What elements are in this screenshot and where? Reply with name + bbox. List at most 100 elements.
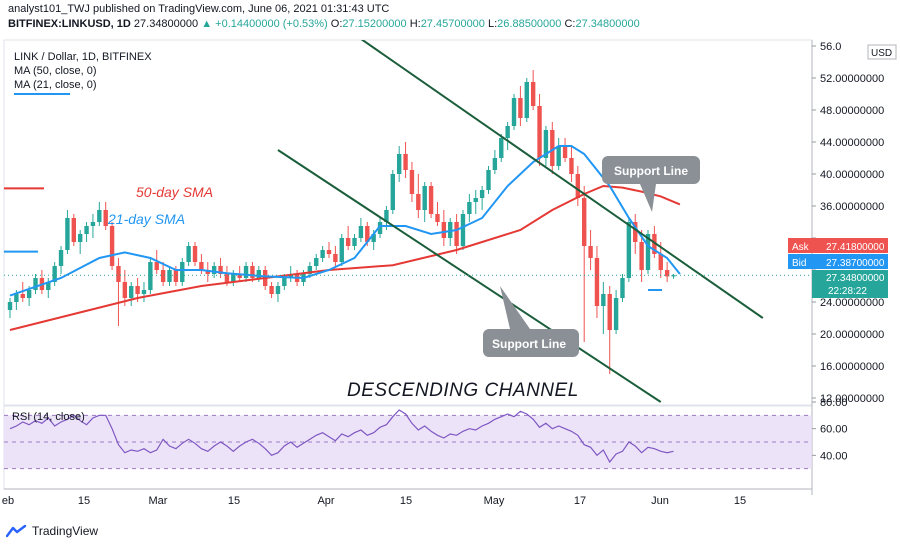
time-tick-label: 15 (400, 495, 412, 507)
candle-body (511, 98, 517, 126)
candle-body (658, 254, 663, 270)
time-tick-label: 15 (734, 495, 746, 507)
bid-tag-bg (788, 254, 888, 269)
candle-body (652, 234, 657, 254)
candle-body (409, 170, 415, 194)
sma21-label: 21-day SMA (107, 211, 185, 227)
candle-body (390, 174, 395, 210)
candle-body (333, 254, 338, 262)
candle-body (71, 218, 76, 242)
candle-body (26, 290, 32, 298)
candle-body (20, 294, 25, 298)
support-callout-upper-pointer (640, 184, 656, 212)
support-callout-upper (602, 156, 700, 184)
time-tick-label: May (484, 495, 505, 507)
candle-body (460, 214, 466, 246)
publish-line: analyst101_TWJ published on TradingView.… (8, 3, 390, 15)
candle-body (524, 82, 529, 118)
trend-line (360, 40, 764, 319)
price-tick-label: 12.00000000 (820, 393, 884, 405)
sma50-label: 50-day SMA (136, 184, 213, 200)
candle-body (180, 262, 185, 282)
time-tick-label: 15 (78, 495, 90, 507)
candle-body (518, 98, 523, 118)
candle-body (403, 154, 408, 170)
candle-body (103, 210, 108, 226)
candle-body (269, 286, 274, 294)
last-tag-value: 27.34800000 (826, 273, 885, 284)
ask-tag-value: 27.41800000 (826, 242, 885, 253)
candle-body (129, 286, 134, 298)
footer: TradingView (6, 524, 98, 538)
candle-body (314, 258, 319, 266)
low-value: 26.88500000 (497, 18, 562, 30)
time-tick-label: 15 (228, 495, 240, 507)
candle-body (569, 158, 574, 174)
candle-body (633, 222, 638, 242)
candle-body (588, 246, 593, 258)
candle-body (256, 270, 262, 278)
candle-body (639, 242, 644, 270)
candle-body (122, 282, 128, 298)
candle-body (358, 226, 364, 238)
candle-body (582, 198, 587, 246)
high-value: 27.45700000 (420, 18, 485, 30)
close-value: 27.34800000 (575, 18, 640, 30)
currency-box (867, 44, 897, 60)
candle-body (575, 174, 581, 198)
footer-brand: TradingView (32, 524, 99, 538)
candle-body (473, 198, 478, 202)
candle-body (211, 266, 217, 274)
candle-body (352, 238, 357, 246)
chart-canvas[interactable]: 12.00000000 16.00000000 20.00000000 24.0000… (0, 0, 900, 524)
open-value: 27.15200000 (342, 18, 407, 30)
candle-body (192, 246, 198, 262)
candle-body (626, 222, 632, 278)
symbol: BITFINEX:LINKUSD, 1D (8, 18, 131, 30)
price-tick-label: 52.00000000 (820, 73, 884, 85)
ask-tag-label: Ask (792, 242, 810, 253)
candle-body (97, 210, 102, 222)
price-tick-label: 44.00000000 (820, 137, 884, 149)
candle-body (620, 278, 625, 298)
candle-body (422, 186, 427, 210)
candle-body (537, 106, 542, 158)
candle-body (77, 234, 83, 242)
candle-body (671, 275, 676, 277)
candle-body (486, 170, 491, 190)
candle-body (607, 294, 612, 330)
candle-body (205, 270, 210, 274)
rsi-tick-label: 40.00 (820, 450, 848, 462)
candle-body (250, 266, 255, 278)
candle-body (84, 226, 89, 234)
candle-body (645, 234, 651, 270)
candle-body (275, 286, 281, 294)
candle-body (530, 82, 536, 106)
last-price: 27.34800000 (133, 18, 199, 30)
price-tick-label: 56.0 (820, 41, 841, 53)
candle-body (167, 270, 172, 282)
time-tick-label: Jun (651, 495, 669, 507)
bid-tag-label: Bid (792, 258, 806, 269)
candle-body (326, 250, 332, 254)
candle-body (109, 226, 115, 266)
ma50-line (9, 184, 681, 331)
rsi-tick-label: 60.00 (820, 424, 848, 436)
currency-label: USD (871, 48, 892, 59)
countdown-value: 22:28:22 (828, 286, 867, 297)
last-tag-bg (812, 270, 888, 298)
candle-body (345, 238, 351, 246)
candle-body (237, 274, 242, 278)
price-tick-label: 48.00000000 (820, 105, 884, 117)
ma21-line (9, 145, 681, 297)
candle-body (492, 158, 498, 170)
candle-body (384, 210, 389, 222)
candle-body (58, 250, 64, 266)
candle-body (288, 274, 293, 278)
legend-ma50: MA (50, close, 0) (14, 65, 97, 77)
time-tick-label: Apr (317, 495, 334, 507)
price-tick-label: 20.00000000 (820, 329, 884, 341)
candle-body (499, 138, 504, 158)
price-tick-label: 40.00000000 (820, 169, 884, 181)
ohlc-line: BITFINEX:LINKUSD, 1D 27.34800000 ▲ +0.14… (8, 18, 640, 30)
